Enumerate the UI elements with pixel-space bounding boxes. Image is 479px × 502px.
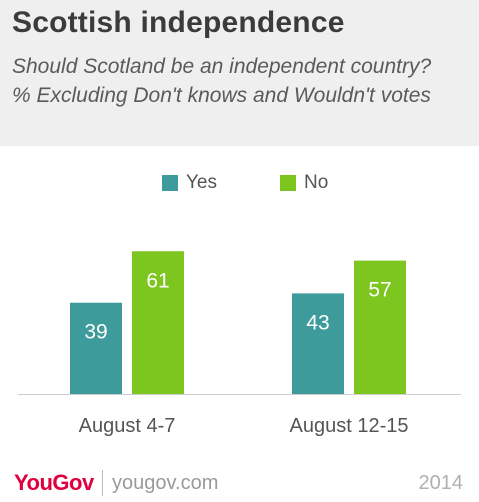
category-label-2: August 12-15	[290, 415, 409, 437]
legend-label-no: No	[304, 172, 329, 193]
legend-swatch-yes	[162, 175, 178, 191]
legend: Yes No	[0, 172, 479, 198]
bar-label-no-2: 57	[368, 279, 391, 302]
bar-no-1	[132, 251, 184, 394]
category-label-1: August 4-7	[79, 415, 176, 437]
footer-year: 2014	[418, 472, 464, 494]
bar-no-2	[354, 260, 406, 394]
legend-swatch-no	[280, 175, 296, 191]
chart-header: Scottish independence Should Scotland be…	[0, 0, 479, 146]
bar-label-yes-2: 43	[306, 311, 329, 334]
legend-item-no: No	[280, 172, 328, 194]
bar-chart: 39 61 August 4-7 43 57 August 12-15	[18, 251, 461, 437]
bar-label-no-1: 61	[146, 269, 169, 292]
yougov-logo: YouGov	[14, 470, 94, 495]
bar-label-yes-1: 39	[84, 321, 107, 344]
chart-title: Scottish independence	[12, 6, 345, 39]
bar-yes-2	[292, 293, 344, 394]
bar-yes-1	[70, 302, 122, 394]
footer-divider	[102, 470, 103, 496]
legend-item-yes: Yes	[162, 172, 217, 194]
legend-label-yes: Yes	[186, 172, 217, 193]
footer-site: yougov.com	[112, 472, 219, 494]
chart-subtitle: Should Scotland be an independent countr…	[12, 55, 432, 107]
